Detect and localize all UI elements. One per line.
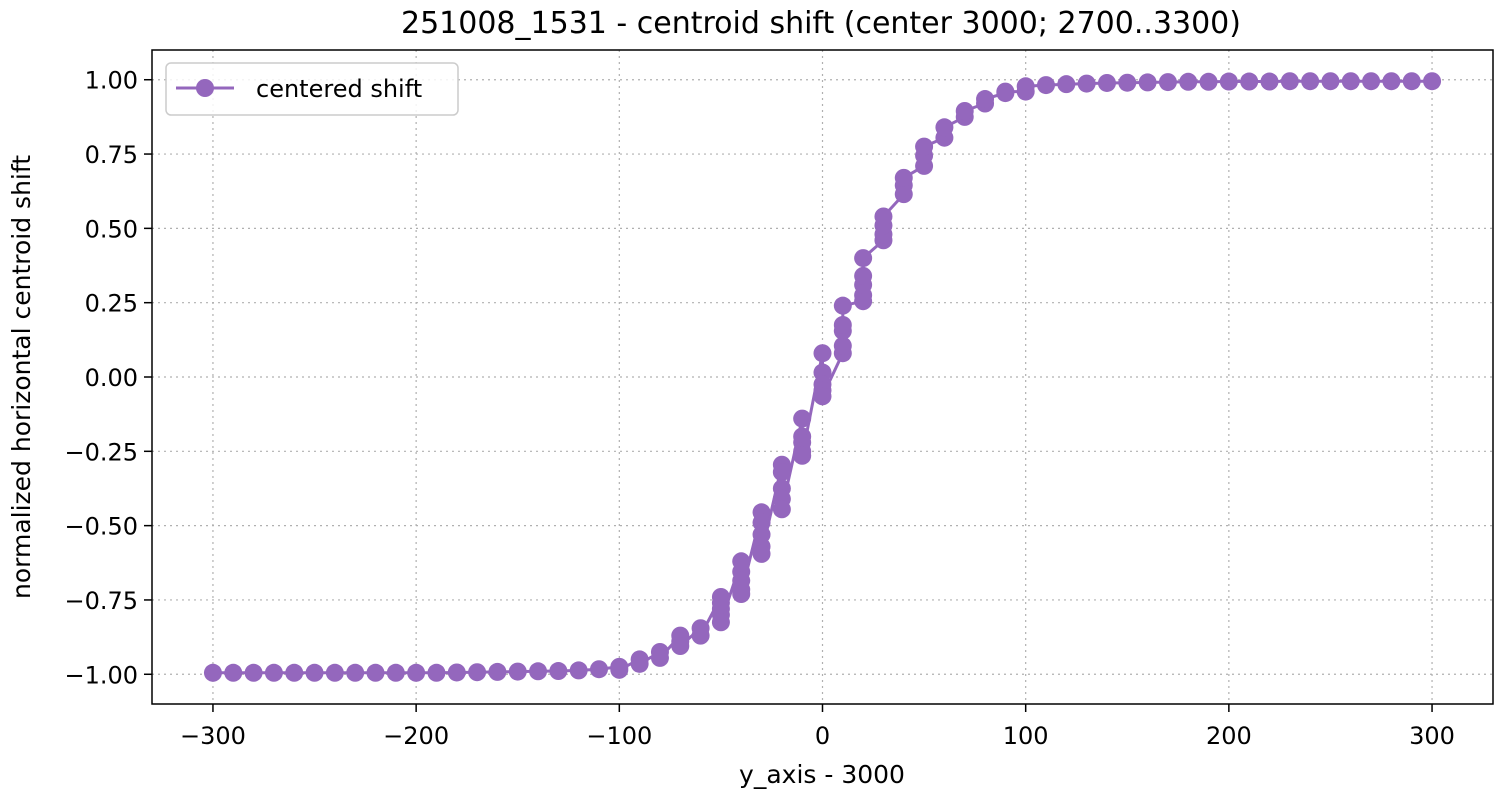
data-point (508, 662, 527, 681)
legend-marker-swatch (196, 79, 214, 97)
data-point (386, 663, 405, 682)
series-layer (203, 72, 1442, 682)
data-point (650, 648, 669, 667)
data-point (224, 663, 243, 682)
data-point (346, 663, 365, 682)
data-point (529, 662, 548, 681)
data-point (1260, 72, 1279, 91)
data-point (264, 663, 283, 682)
x-tick-label: −100 (586, 722, 652, 750)
data-point (325, 663, 344, 682)
y-axis: −1.00 −0.75 −0.50 −0.25 0.00 0.25 0.50 0.75 1.00 (64, 67, 152, 689)
data-point (691, 626, 710, 645)
x-tick-label: 300 (1409, 722, 1455, 750)
data-point (1382, 72, 1401, 91)
data-point (996, 82, 1015, 101)
y-axis-label: normalized horizontal centroid shift (7, 155, 36, 599)
data-point (1199, 72, 1218, 91)
y-tick-label: 0.50 (85, 215, 138, 243)
x-tick-label: 100 (1003, 722, 1049, 750)
y-tick-label: −0.75 (64, 587, 138, 615)
data-point (1362, 72, 1381, 91)
data-point (793, 409, 812, 428)
x-tick-label: 200 (1206, 722, 1252, 750)
y-tick-label: 0.00 (85, 364, 138, 392)
legend-box (165, 62, 459, 116)
data-point (1158, 73, 1177, 92)
data-point (854, 266, 873, 285)
data-point (1118, 73, 1137, 92)
data-point (569, 661, 588, 680)
x-axis: −300 −200 −100 0 100 200 300 (180, 704, 1455, 750)
x-tick-label: 0 (815, 722, 830, 750)
legend-label: centered shift (256, 75, 422, 103)
data-point (203, 663, 222, 682)
data-point (1179, 72, 1198, 91)
y-tick-label: 0.75 (85, 141, 138, 169)
data-point (874, 207, 893, 226)
data-point (1077, 74, 1096, 93)
data-point (793, 446, 812, 465)
data-point (671, 637, 690, 656)
data-point (854, 249, 873, 268)
data-point (1321, 72, 1340, 91)
x-tick-label: −200 (383, 722, 449, 750)
data-point (468, 663, 487, 682)
data-point (711, 613, 730, 632)
y-tick-label: −1.00 (64, 661, 138, 689)
data-point (813, 344, 832, 363)
data-point (407, 663, 426, 682)
data-point (1037, 76, 1055, 95)
data-point (1341, 72, 1360, 91)
y-tick-label: −0.50 (64, 513, 138, 541)
data-point (630, 654, 649, 673)
data-point (935, 118, 954, 137)
data-point (955, 101, 974, 120)
data-point (366, 663, 385, 682)
data-point (894, 168, 913, 187)
data-point (833, 315, 852, 334)
data-point (772, 500, 791, 519)
data-point (427, 663, 446, 682)
data-point (285, 663, 304, 682)
data-point (1138, 73, 1157, 92)
y-tick-label: −0.25 (64, 438, 138, 466)
data-point (488, 662, 507, 681)
data-point (752, 544, 771, 563)
data-point (772, 463, 791, 482)
data-point (1057, 75, 1076, 94)
data-point (590, 660, 608, 679)
data-point (813, 387, 832, 406)
data-point (1219, 72, 1238, 91)
y-tick-label: 0.25 (85, 290, 138, 318)
data-point (1016, 77, 1035, 96)
data-point (447, 663, 466, 682)
data-point (1402, 72, 1421, 91)
data-point (915, 137, 934, 156)
data-point (305, 663, 324, 682)
chart-title: 251008_1531 - centroid shift (center 300… (401, 6, 1241, 41)
data-point (732, 585, 751, 604)
data-point (833, 336, 852, 355)
data-point (1423, 72, 1442, 91)
y-tick-label: 1.00 (85, 67, 138, 95)
data-point (610, 660, 629, 679)
data-point (833, 296, 852, 315)
data-point (976, 90, 995, 109)
data-point (1240, 72, 1259, 91)
data-point (1301, 72, 1320, 91)
x-axis-label: y_axis - 3000 (739, 760, 905, 789)
x-tick-label: −300 (180, 722, 246, 750)
data-point (1097, 73, 1116, 92)
data-point (1280, 72, 1299, 91)
data-point (244, 663, 263, 682)
data-point (549, 662, 568, 681)
legend: centered shift (165, 62, 459, 116)
